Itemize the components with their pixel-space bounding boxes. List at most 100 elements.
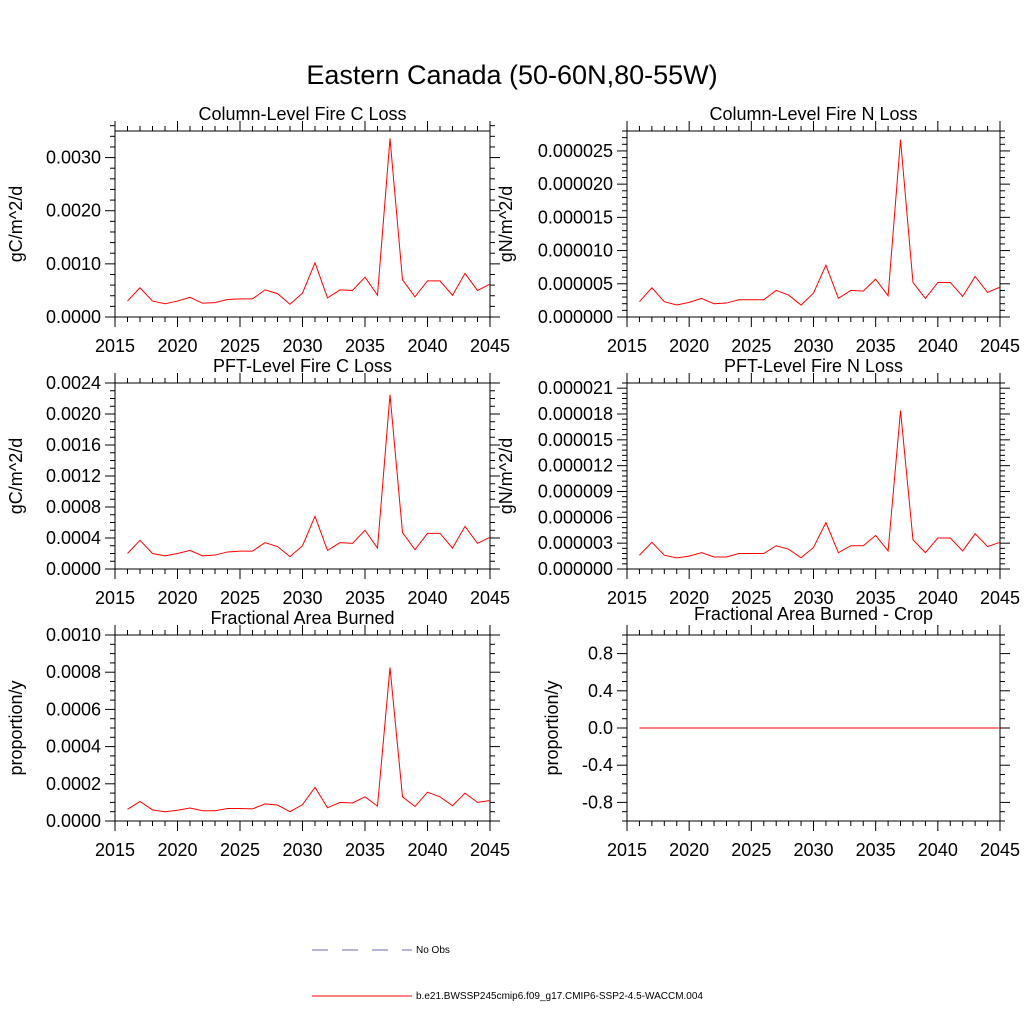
x-tick-label: 2020 xyxy=(157,840,197,860)
chart-title: Fractional Area Burned - Crop xyxy=(694,604,933,624)
x-tick-label: 2015 xyxy=(95,840,135,860)
y-axis-label: gN/m^2/d xyxy=(496,438,516,514)
y-tick-label: 0.0030 xyxy=(46,148,101,168)
y-tick-label: -0.4 xyxy=(582,755,613,775)
y-axis-label: proportion/y xyxy=(542,680,562,775)
y-tick-label: 0.0000 xyxy=(46,307,101,327)
y-tick-label: 0.8 xyxy=(588,644,613,664)
y-tick-label: 0.000018 xyxy=(538,404,613,424)
y-tick-label: 0.000021 xyxy=(538,378,613,398)
y-tick-label: 0.0000 xyxy=(46,559,101,579)
y-tick-label: 0.0002 xyxy=(46,774,101,794)
y-axis-label: gC/m^2/d xyxy=(6,186,26,262)
legend-model-label: b.e21.BWSSP245cmip6.f09_g17.CMIP6-SSP2-4… xyxy=(416,991,703,1002)
x-tick-label: 2035 xyxy=(345,588,385,608)
x-tick-label: 2025 xyxy=(220,588,260,608)
x-tick-label: 2040 xyxy=(918,840,958,860)
x-tick-label: 2020 xyxy=(669,588,709,608)
x-tick-label: 2015 xyxy=(95,588,135,608)
chart-title: PFT-Level Fire C Loss xyxy=(213,356,392,376)
y-tick-label: 0.000015 xyxy=(538,207,613,227)
series-line xyxy=(639,410,1001,559)
x-tick-label: 2045 xyxy=(980,588,1020,608)
x-tick-label: 2025 xyxy=(731,588,771,608)
y-tick-label: 0.000000 xyxy=(538,559,613,579)
y-axis-label: proportion/y xyxy=(6,680,26,775)
page-title: Eastern Canada (50-60N,80-55W) xyxy=(306,60,717,90)
x-tick-label: 2045 xyxy=(980,840,1020,860)
chart-title: Column-Level Fire C Loss xyxy=(198,104,406,124)
y-tick-label: 0.0020 xyxy=(46,201,101,221)
series-line xyxy=(127,394,491,558)
chart-panel-3: PFT-Level Fire C Loss gC/m^2/d 2015 2020 202… xyxy=(6,356,510,608)
x-tick-label: 2030 xyxy=(282,588,322,608)
chart-panel-5: Fractional Area Burned proportion/y 2015 20… xyxy=(6,608,510,860)
chart-panel-1: Column-Level Fire C Loss gC/m^2/d 2015 2020… xyxy=(6,104,510,356)
chart-panel-4: PFT-Level Fire N Loss gN/m^2/d 2015 2020 202… xyxy=(496,356,1020,608)
x-tick-label: 2040 xyxy=(918,336,958,356)
x-tick-label: 2045 xyxy=(470,588,510,608)
x-tick-label: 2015 xyxy=(95,336,135,356)
y-tick-label: 0.0004 xyxy=(46,528,101,548)
series-line xyxy=(127,138,491,305)
x-tick-label: 2020 xyxy=(669,840,709,860)
x-tick-label: 2045 xyxy=(470,336,510,356)
x-tick-label: 2035 xyxy=(345,840,385,860)
series-line xyxy=(639,139,1001,306)
y-tick-label: 0.0010 xyxy=(46,254,101,274)
legend: No Obs b.e21.BWSSP245cmip6.f09_g17.CMIP6… xyxy=(312,945,703,1002)
y-tick-label: 0.0020 xyxy=(46,404,101,424)
x-tick-label: 2035 xyxy=(856,336,896,356)
x-tick-label: 2035 xyxy=(345,336,385,356)
legend-obs-label: No Obs xyxy=(416,945,450,956)
chart-title: Fractional Area Burned xyxy=(210,608,394,628)
x-tick-label: 2025 xyxy=(220,336,260,356)
x-tick-label: 2025 xyxy=(220,840,260,860)
y-tick-label: 0.0000 xyxy=(46,811,101,831)
x-tick-label: 2030 xyxy=(793,336,833,356)
y-tick-label: 0.0016 xyxy=(46,435,101,455)
x-tick-label: 2015 xyxy=(607,840,647,860)
y-axis-label: gN/m^2/d xyxy=(496,186,516,262)
y-tick-label: 0.0006 xyxy=(46,699,101,719)
y-tick-label: 0.000012 xyxy=(538,456,613,476)
y-tick-label: 0.000006 xyxy=(538,507,613,527)
y-tick-label: 0.0 xyxy=(588,718,613,738)
y-tick-label: 0.000020 xyxy=(538,174,613,194)
x-tick-label: 2015 xyxy=(607,588,647,608)
y-tick-label: 0.0012 xyxy=(46,466,101,486)
y-tick-label: 0.0008 xyxy=(46,497,101,517)
y-tick-label: 0.000000 xyxy=(538,307,613,327)
x-tick-label: 2030 xyxy=(282,840,322,860)
y-tick-label: 0.000003 xyxy=(538,533,613,553)
x-tick-label: 2045 xyxy=(470,840,510,860)
chart-title: PFT-Level Fire N Loss xyxy=(724,356,903,376)
y-tick-label: 0.000015 xyxy=(538,430,613,450)
y-tick-label: 0.000025 xyxy=(538,141,613,161)
x-tick-label: 2035 xyxy=(856,840,896,860)
y-tick-label: 0.0024 xyxy=(46,373,101,393)
y-axis-label: gC/m^2/d xyxy=(6,438,26,514)
x-tick-label: 2025 xyxy=(731,336,771,356)
y-tick-label: 0.0010 xyxy=(46,625,101,645)
x-tick-label: 2030 xyxy=(282,336,322,356)
x-tick-label: 2030 xyxy=(793,588,833,608)
chart-panel-2: Column-Level Fire N Loss gN/m^2/d 2015 2020… xyxy=(496,104,1020,356)
panel-grid: Column-Level Fire C Loss gC/m^2/d 2015 2020… xyxy=(6,104,1020,860)
y-tick-label: -0.8 xyxy=(582,792,613,812)
y-tick-label: 0.000009 xyxy=(538,482,613,502)
chart-panel-6: Fractional Area Burned - Crop proportion/… xyxy=(542,604,1020,860)
x-tick-label: 2025 xyxy=(731,840,771,860)
x-tick-label: 2035 xyxy=(856,588,896,608)
x-tick-label: 2040 xyxy=(407,588,447,608)
x-tick-label: 2040 xyxy=(918,588,958,608)
x-tick-label: 2040 xyxy=(407,840,447,860)
x-tick-label: 2020 xyxy=(157,588,197,608)
x-tick-label: 2030 xyxy=(793,840,833,860)
x-tick-label: 2015 xyxy=(607,336,647,356)
x-tick-label: 2020 xyxy=(669,336,709,356)
series-line xyxy=(127,667,491,813)
y-tick-label: 0.4 xyxy=(588,681,613,701)
y-tick-label: 0.000010 xyxy=(538,241,613,261)
